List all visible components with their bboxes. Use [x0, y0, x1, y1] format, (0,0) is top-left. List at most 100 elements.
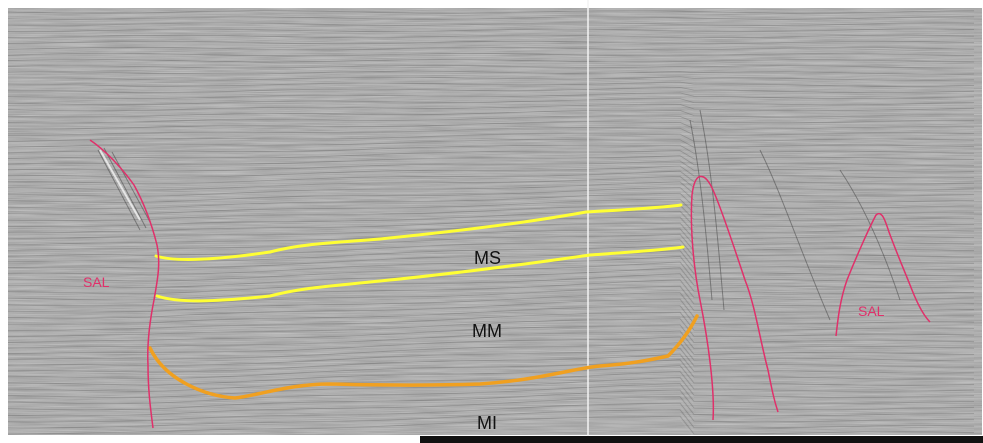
reflector-line — [8, 250, 975, 270]
reflector-line — [8, 13, 974, 17]
reflector-line — [8, 380, 975, 401]
reflector-line — [8, 147, 975, 157]
reflector-line — [8, 383, 975, 404]
reflector-line — [8, 273, 975, 295]
flank-reflectors — [97, 109, 901, 321]
reflector-line — [8, 136, 975, 145]
reflector-line — [8, 201, 974, 218]
reflector-line — [8, 192, 975, 209]
reflector-line — [8, 213, 975, 231]
reflector-line — [8, 178, 975, 194]
reflector-line — [8, 228, 975, 246]
reflector-line — [8, 216, 975, 234]
reflector-line — [8, 270, 975, 292]
reflector-line — [8, 133, 975, 142]
reflector-line — [8, 189, 975, 206]
salt-outline-right — [835, 213, 931, 337]
reflector-line — [8, 73, 975, 78]
reflector-line — [8, 399, 974, 420]
reflector-line — [8, 225, 975, 243]
reflector-line — [8, 412, 975, 432]
reflector-line — [8, 409, 975, 429]
reflector-line — [8, 106, 974, 115]
reflector-line — [8, 392, 974, 414]
horizon-upper — [154, 203, 683, 261]
reflector-line — [8, 184, 975, 200]
reflector-line — [8, 16, 974, 20]
reflector-line — [8, 86, 975, 93]
reflector-line — [8, 157, 974, 170]
reflector-line — [8, 25, 975, 29]
reflector-line — [8, 31, 975, 35]
reflector-line — [8, 70, 975, 75]
horizon-middle — [155, 245, 685, 303]
reflector-line — [8, 244, 975, 264]
reflector-line — [8, 115, 975, 124]
reflector-line — [8, 376, 975, 398]
reflector-line — [8, 152, 974, 163]
salt-label-left: SAL — [83, 274, 110, 290]
reflector-line — [8, 76, 975, 81]
reflector-line — [8, 210, 975, 228]
seismic-background — [8, 8, 982, 435]
reflector-line — [8, 247, 974, 267]
reflector-line — [8, 295, 974, 316]
reflector-line — [8, 142, 975, 151]
reflector-line — [8, 100, 975, 109]
reflector-line — [8, 130, 975, 139]
reflector-line — [8, 81, 975, 87]
reflector-line — [8, 236, 975, 255]
reflector-line — [8, 253, 975, 273]
reflector-line — [8, 37, 975, 41]
reflector-line — [8, 308, 975, 328]
reflector-line — [8, 79, 975, 84]
reflector-line — [8, 255, 975, 276]
reflector-line — [8, 195, 975, 212]
reflector-line — [8, 288, 975, 310]
reflector-line — [8, 22, 975, 26]
reflector-line — [8, 415, 975, 435]
reflector-line — [8, 282, 975, 304]
reflector-line — [8, 330, 975, 350]
reflector-line — [8, 347, 974, 368]
reflector-line — [8, 370, 975, 392]
reflector-line — [8, 118, 975, 127]
reflector-line — [8, 187, 975, 203]
reflector-line — [8, 162, 975, 176]
reflector-line — [8, 239, 975, 258]
salt-outline-left — [89, 139, 160, 429]
reflector-line — [8, 40, 975, 45]
reflector-line — [8, 155, 974, 167]
bottom-border — [420, 436, 983, 443]
unit-label-mm: MM — [472, 321, 502, 341]
reflector-line — [8, 311, 975, 331]
reflector-line — [8, 396, 974, 417]
reflector-line — [8, 342, 975, 362]
reflector-line — [8, 365, 975, 386]
reflector-line — [8, 67, 974, 72]
reflector-line — [8, 89, 975, 96]
reflector-line — [8, 95, 975, 102]
reflector-line — [8, 233, 975, 252]
reflector-line — [8, 144, 975, 154]
reflector-line — [8, 292, 975, 313]
reflector-line — [8, 139, 975, 148]
seismic-reflectors — [8, 10, 975, 435]
reflector-line — [8, 386, 975, 407]
reflector-line — [8, 160, 975, 173]
reflector-line — [8, 165, 975, 179]
reflector-line — [8, 53, 975, 57]
reflector-line — [8, 56, 975, 60]
reflector-line — [8, 124, 975, 133]
reflector-line — [8, 402, 975, 423]
reflector-line — [8, 389, 975, 411]
reflector-line — [8, 350, 974, 371]
reflector-line — [8, 170, 975, 185]
reflector-line — [8, 92, 975, 99]
reflector-line — [8, 324, 975, 343]
reflector-line — [8, 264, 975, 285]
reflector-line — [8, 50, 975, 54]
reflector-line — [8, 44, 975, 48]
reflector-line — [8, 181, 975, 197]
